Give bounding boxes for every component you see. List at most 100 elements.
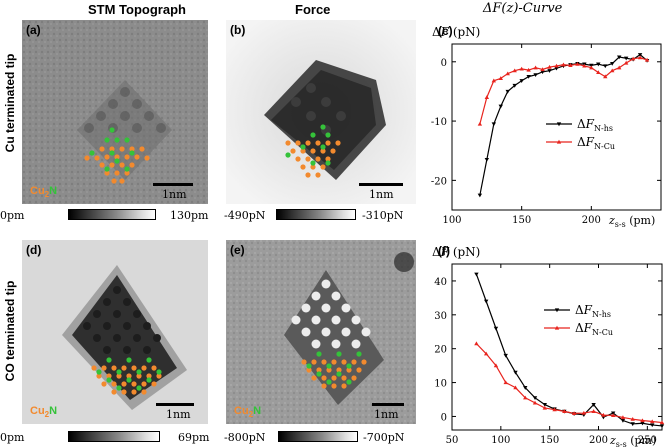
chart-f-point xyxy=(591,409,596,413)
chart-f-point xyxy=(483,299,489,304)
chart-f-xtick-label: 50 xyxy=(446,435,459,446)
chart-c-ylabel: ΔF (pN) xyxy=(432,25,480,39)
chart-c-point xyxy=(519,66,524,71)
chart-c-ytick-label: -20 xyxy=(431,176,447,187)
panel-b-scale-bar xyxy=(359,183,403,186)
chart-f-ylabel: ΔF (pN) xyxy=(432,245,480,259)
chart-f-point xyxy=(571,411,577,415)
panel-b-scale-label: 1nm xyxy=(369,188,394,201)
chart-c-point xyxy=(498,104,503,109)
chart-c-xtick-label: 100 xyxy=(442,215,461,226)
chart-c-point xyxy=(596,70,601,75)
panel-d-stm-co: (d) Cu2N 1nm xyxy=(22,240,208,424)
chart-f-point xyxy=(493,326,499,331)
chart-f-point xyxy=(523,386,528,390)
chart-c-point xyxy=(540,70,545,75)
panel-c-chart: (c) ΔF (pN) 0 -10 -20 100 150 200 zs-s (pm) ΔFN-… xyxy=(426,18,665,228)
chart-f-xlabel: zs-s (pm) xyxy=(609,434,656,448)
chart-f-point xyxy=(483,351,489,356)
row-label-cu-tip: Cu terminated tip xyxy=(3,53,17,153)
chart-c-point xyxy=(526,75,531,79)
chart-f-point xyxy=(493,363,499,368)
chart-c-ytick-label: -10 xyxy=(431,117,447,128)
chart-c-point xyxy=(533,65,538,70)
panel-e-molecule-label: Cu2N xyxy=(234,405,262,420)
chart-c-point xyxy=(554,66,559,71)
chart-f-point xyxy=(630,416,635,421)
force-column-title: Force xyxy=(295,2,331,17)
chart-c-point xyxy=(512,83,517,88)
panel-e-scale-label: 1nm xyxy=(374,408,399,421)
panel-d-colorbar xyxy=(68,431,160,442)
panel-c-plot: ΔF (pN) 0 -10 -20 100 150 200 zs-s (pm) ΔFN-hs ΔF… xyxy=(431,25,662,228)
chart-c-point xyxy=(617,55,622,60)
panel-a-atom-markers xyxy=(84,127,150,184)
chart-c-frame xyxy=(451,43,662,211)
chart-f-frame xyxy=(451,263,663,431)
chart-f-point xyxy=(640,418,645,423)
chart-f-ytick-label: 30 xyxy=(434,311,447,322)
chart-f-point xyxy=(503,353,508,358)
chart-f-point xyxy=(581,410,587,415)
panel-b-label: (b) xyxy=(230,23,246,37)
chart-f-legend-marker xyxy=(554,325,560,330)
chart-f-point xyxy=(513,385,518,390)
panel-c-label: (c) xyxy=(438,24,453,38)
panel-a-colorbar xyxy=(68,209,156,220)
chart-c-point xyxy=(484,95,490,99)
chart-c-point xyxy=(554,63,559,68)
chart-c-point xyxy=(540,67,545,72)
chart-f-xtick-label: 150 xyxy=(540,435,559,446)
chart-c-point xyxy=(526,67,531,72)
chart-f-point xyxy=(532,400,538,405)
panel-b-force-cu: (b) 1nm xyxy=(226,20,416,204)
chart-c-point xyxy=(575,61,580,66)
chart-c-point xyxy=(637,55,643,60)
chart-f-point xyxy=(542,405,547,410)
chart-f-point xyxy=(659,420,665,425)
chart-f-legend-label-0: ΔFN-hs xyxy=(575,303,611,319)
chart-c-xtick-label: 150 xyxy=(512,215,531,226)
chart-c-point xyxy=(596,62,601,67)
curve-column-title: ΔF(z)-Curve xyxy=(483,1,563,16)
chart-f-point xyxy=(601,412,606,417)
chart-c-point xyxy=(644,57,650,62)
chart-c-xtick-label: 200 xyxy=(582,215,601,226)
chart-c-point xyxy=(603,74,608,79)
chart-f-point xyxy=(552,407,557,412)
stm-column-title: STM Topograph xyxy=(88,2,186,17)
row-label-co-tip: CO terminated tip xyxy=(3,280,17,382)
chart-c-point xyxy=(561,62,566,67)
chart-c-point xyxy=(637,53,643,57)
panel-a-scale-label: 1nm xyxy=(162,188,187,201)
chart-c-point xyxy=(617,65,622,70)
chart-c-point xyxy=(610,61,615,66)
chart-f-xtick-label: 100 xyxy=(491,435,510,446)
chart-c-point xyxy=(623,56,629,61)
chart-f-point xyxy=(650,423,655,428)
panel-e-cbar-max: -700pN xyxy=(363,431,405,444)
panel-d-molecule-label: Cu2N xyxy=(30,405,58,420)
panel-a-molecule-label: Cu2N xyxy=(30,185,58,200)
chart-c-point xyxy=(610,68,615,73)
chart-c-point xyxy=(498,76,503,80)
chart-f-ytick-label: 20 xyxy=(434,345,447,356)
chart-f-point xyxy=(503,380,508,385)
chart-f-point xyxy=(620,418,626,423)
panel-e-scale-bar xyxy=(372,403,404,406)
chart-c-point xyxy=(484,158,490,162)
chart-f-ytick-label: 10 xyxy=(434,379,447,390)
chart-c-point xyxy=(505,71,510,76)
panel-a-stm-cu: (a) Cu2N 1nm xyxy=(22,20,208,204)
chart-c-point xyxy=(623,60,629,65)
panel-e-cbar-min: -800pN xyxy=(224,431,266,444)
chart-c-point xyxy=(512,68,517,73)
chart-c-point xyxy=(547,64,552,69)
chart-f-point xyxy=(650,419,655,424)
panel-b-cbar-min: -490pN xyxy=(224,209,266,222)
chart-f-point xyxy=(474,272,479,277)
chart-c-point xyxy=(477,193,483,198)
panel-a-label: (a) xyxy=(26,23,41,37)
panel-f-label: (f) xyxy=(438,244,450,258)
chart-f-point xyxy=(640,421,645,426)
